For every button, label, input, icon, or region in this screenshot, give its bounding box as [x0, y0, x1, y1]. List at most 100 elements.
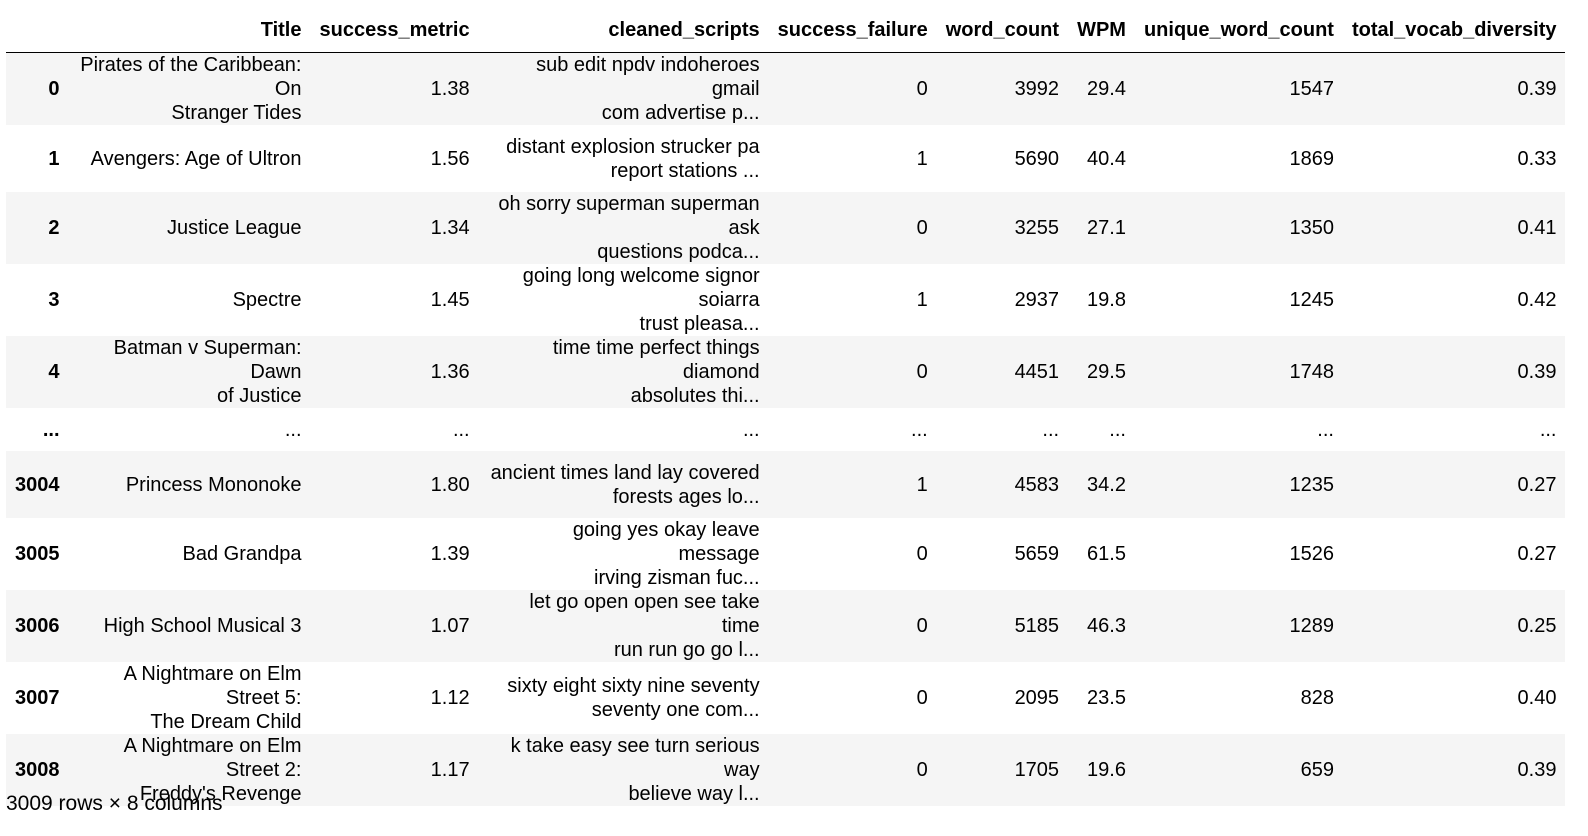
cell-cleaned-scripts: ancient times land lay covered forests ag… — [479, 451, 769, 518]
cell-success-metric: 1.07 — [430, 615, 470, 637]
cell-cleaned-scripts: going yes okay leave message irving zisma… — [479, 518, 769, 590]
column-header-unique-word-count: unique_word_count — [1134, 8, 1343, 53]
cell-line: going yes okay leave message — [572, 519, 760, 565]
cell-title: Justice League — [69, 192, 311, 264]
table-row: 3005 Bad Grandpa 1.39 going yes okay leave … — [6, 518, 1566, 590]
column-header-success-metric: success_metric — [310, 8, 479, 53]
cell-success-failure: 0 — [916, 361, 928, 383]
cell-success-failure: 0 — [916, 543, 928, 565]
cell-success-metric: 1.56 — [430, 147, 470, 170]
cell-success-failure: 0 — [916, 217, 928, 239]
cell-line: ancient times land lay covered — [490, 461, 760, 484]
cell-line: believe way l... — [628, 783, 760, 805]
cell-success-metric: 1.17 — [430, 759, 470, 781]
cell-unique-word-count: 659 — [1300, 759, 1334, 781]
row-index: 2 — [48, 217, 60, 239]
table-row: 1 Avengers: Age of Ultron 1.56 distant expl… — [6, 125, 1566, 192]
cell-unique-word-count: 1245 — [1289, 289, 1334, 311]
table-row-ellipsis: ........................... — [6, 408, 1566, 451]
cell-line: let go open open see take time — [529, 591, 760, 637]
cell-success-failure: 0 — [916, 759, 928, 781]
cell-success-metric: 1.38 — [430, 78, 470, 100]
cell-total-vocab-diversity: 0.39 — [1517, 759, 1557, 781]
cell-unique-word-count: 1869 — [1289, 147, 1334, 170]
table-row: 3008 A Nightmare on Elm Street 2: Freddy's… — [6, 734, 1566, 806]
cell-success-failure: 0 — [916, 687, 928, 709]
cell-cleaned-scripts: oh sorry superman superman ask questions … — [479, 192, 769, 264]
cell-total-vocab-diversity: 0.27 — [1517, 473, 1557, 496]
cell-unique-word-count: ... — [1317, 418, 1334, 441]
cell-total-vocab-diversity: 0.27 — [1517, 543, 1557, 565]
cell-wpm: ... — [1109, 418, 1126, 441]
column-header-success-failure: success_failure — [768, 8, 937, 53]
row-index: ... — [42, 418, 60, 441]
cell-success-failure: ... — [911, 418, 928, 441]
cell-unique-word-count: 1748 — [1289, 361, 1334, 383]
row-index: 3008 — [15, 759, 60, 781]
cell-line: sub edit npdv indoheroes gmail — [536, 54, 760, 100]
cell-success-metric: 1.80 — [430, 473, 470, 496]
cell-line: sixty eight sixty nine seventy — [507, 675, 760, 697]
cell-title: High School Musical 3 — [69, 590, 311, 662]
cell-line: trust pleasa... — [639, 313, 760, 335]
cell-cleaned-scripts: sub edit npdv indoheroes gmail com advert… — [479, 53, 769, 126]
cell-word-count: 5185 — [1014, 615, 1060, 637]
cell-title: Pirates of the Caribbean: On Stranger Tid… — [69, 53, 311, 126]
cell-success-metric: ... — [452, 418, 470, 441]
row-index: 3 — [48, 289, 60, 311]
row-index: 3006 — [15, 615, 60, 637]
cell-total-vocab-diversity: 0.33 — [1517, 147, 1557, 170]
cell-wpm: 40.4 — [1087, 147, 1126, 170]
cell-unique-word-count: 1526 — [1289, 543, 1334, 565]
cell-wpm: 27.1 — [1087, 217, 1126, 239]
cell-line: Justice League — [166, 217, 302, 239]
cell-line: of Justice — [217, 385, 302, 407]
cell-unique-word-count: 1547 — [1289, 78, 1334, 100]
row-index: 3005 — [15, 543, 60, 565]
cell-cleaned-scripts: time time perfect things diamond absolute… — [479, 336, 769, 408]
cell-line: irving zisman fuc... — [594, 567, 760, 589]
table-body: 0 Pirates of the Caribbean: On Stranger Ti… — [6, 52, 1566, 806]
cell-wpm: 34.2 — [1087, 473, 1126, 496]
cell-word-count: 3992 — [1014, 78, 1060, 100]
table-row: 3006 High School Musical 3 1.07 let go open… — [6, 590, 1566, 662]
row-index: 3007 — [15, 687, 60, 709]
column-header-wpm: WPM — [1068, 8, 1135, 53]
cell-total-vocab-diversity: 0.41 — [1517, 217, 1557, 239]
cell-wpm: 46.3 — [1087, 615, 1126, 637]
cell-success-metric: 1.34 — [430, 217, 470, 239]
cell-word-count: 5659 — [1014, 543, 1060, 565]
cell-line: High School Musical 3 — [103, 615, 302, 637]
cell-cleaned-scripts: going long welcome signor soiarra trust p… — [479, 264, 769, 336]
cell-success-metric: 1.45 — [430, 289, 470, 311]
cell-line: Avengers: Age of Ultron — [90, 147, 302, 170]
table-row: 3007 A Nightmare on Elm Street 5: The Drea… — [6, 662, 1566, 734]
cell-title: Princess Mononoke — [69, 451, 311, 518]
cell-line: k take easy see turn serious way — [510, 735, 760, 781]
cell-total-vocab-diversity: 0.25 — [1517, 615, 1557, 637]
cell-unique-word-count: 1235 — [1289, 473, 1334, 496]
cell-line: Freddy's Revenge — [139, 783, 302, 805]
table-shape-caption: 3009 rows × 8 columns — [6, 792, 223, 815]
cell-success-failure: 1 — [916, 289, 928, 311]
cell-wpm: 23.5 — [1087, 687, 1126, 709]
table-header-row: Title success_metric cleaned_scripts succes… — [6, 8, 1566, 53]
cell-line: oh sorry superman superman ask — [498, 193, 760, 239]
cell-wpm: 29.5 — [1087, 361, 1126, 383]
row-index: 0 — [48, 78, 60, 100]
cell-line: Stranger Tides — [171, 102, 302, 124]
dataframe-output: Title success_metric cleaned_scripts succes… — [6, 8, 1566, 806]
column-header-title: Title — [68, 8, 311, 53]
cell-success-failure: 1 — [916, 473, 928, 496]
cell-line: seventy one com... — [591, 699, 760, 721]
cell-line: absolutes thi... — [630, 385, 760, 407]
cell-title: A Nightmare on Elm Street 5: The Dream Ch… — [69, 662, 311, 734]
cell-title: Avengers: Age of Ultron — [69, 125, 311, 192]
cell-word-count: 2937 — [1014, 289, 1060, 311]
row-index: 4 — [48, 361, 60, 383]
cell-line: run run go go l... — [613, 639, 760, 661]
cell-wpm: 29.4 — [1087, 78, 1126, 100]
table-row: 0 Pirates of the Caribbean: On Stranger Ti… — [6, 52, 1566, 126]
cell-cleaned-scripts: sixty eight sixty nine seventy seventy on… — [479, 662, 769, 734]
cell-title: Batman v Superman: Dawn of Justice — [69, 336, 311, 408]
